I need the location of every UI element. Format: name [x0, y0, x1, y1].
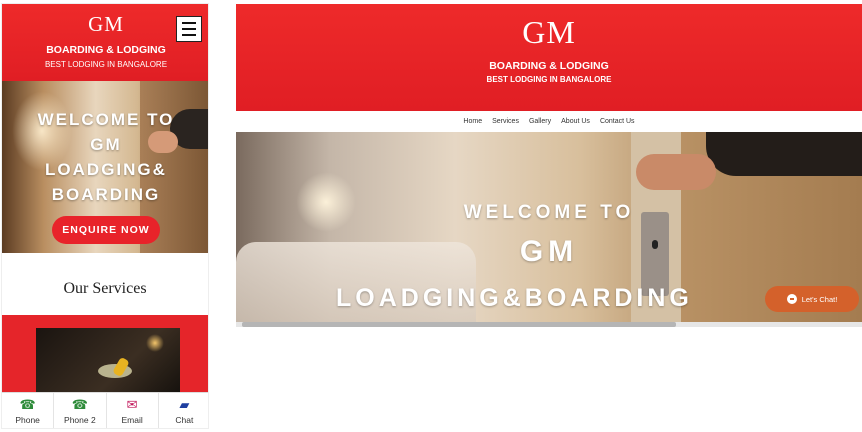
main-nav: Home Services Gallery About Us Contact U… [236, 111, 862, 132]
email-label: Email [121, 415, 143, 425]
desktop-header: GM BOARDING & LODGING BEST LODGING IN BA… [236, 4, 862, 111]
hero-line-3: LOADGING& [45, 160, 167, 179]
brand-name: BOARDING & LODGING [46, 44, 166, 56]
hero-sleeve [706, 132, 862, 176]
lets-chat-label: Let's Chat! [801, 294, 838, 304]
scrollbar-thumb[interactable] [242, 322, 676, 327]
nav-about-us[interactable]: About Us [561, 118, 590, 125]
services-title: Our Services [63, 280, 147, 297]
service-image [36, 328, 180, 395]
logo[interactable]: GM [522, 14, 576, 50]
chat-label: Chat [175, 415, 194, 425]
hero-line-1: WELCOME TO [463, 202, 635, 223]
phone-2-label: Phone 2 [64, 415, 96, 425]
hero-line-3: LOADGING&BOARDING [336, 284, 693, 312]
brand-tagline: BEST LODGING IN BANGALORE [486, 75, 612, 84]
hero-lamp-glow [12, 91, 72, 171]
phone-2-button[interactable]: ☎ Phone 2 [54, 393, 107, 428]
horizontal-scrollbar[interactable] [236, 322, 862, 327]
nav-home[interactable]: Home [463, 118, 483, 125]
desktop-view: GM BOARDING & LODGING BEST LODGING IN BA… [236, 4, 862, 327]
phone-icon: ☎ [71, 397, 88, 412]
brand-tagline: BEST LODGING IN BANGALORE [44, 60, 168, 69]
nav-contact-us[interactable]: Contact Us [599, 118, 635, 125]
mobile-view: GM BOARDING & LODGING BEST LODGING IN BA… [1, 3, 209, 429]
keyhole-icon [652, 240, 658, 249]
lets-chat-button[interactable]: Let's Chat! [765, 286, 859, 312]
enquire-now-button[interactable]: ENQUIRE NOW [52, 216, 160, 244]
logo[interactable]: GM [88, 12, 124, 36]
chat-icon: ▰ [179, 397, 190, 412]
chat-bubble-icon [786, 294, 797, 304]
phone-label: Phone [15, 415, 40, 425]
email-button[interactable]: ✉ Email [107, 393, 159, 428]
hero-door-plate [641, 212, 669, 296]
service-card[interactable] [2, 315, 208, 395]
hero-title: WELCOME TO GM LOADGING& BOARDING [2, 107, 208, 207]
phone-icon: ☎ [19, 397, 36, 412]
hero-hand [636, 154, 716, 190]
hero-lamp-glow [296, 172, 356, 232]
mobile-action-bar: ☎ Phone ☎ Phone 2 ✉ Email ▰ Chat [2, 392, 208, 428]
hero-line-1: WELCOME TO [37, 110, 175, 129]
hamburger-icon[interactable] [176, 16, 202, 42]
nav-services[interactable]: Services [492, 118, 519, 125]
mobile-hero: WELCOME TO GM LOADGING& BOARDING [2, 81, 208, 253]
hero-line-2: GM [90, 135, 122, 154]
bokeh-light [146, 334, 164, 352]
chat-button[interactable]: ▰ Chat [159, 393, 208, 428]
hero-line-4: BOARDING [51, 185, 161, 204]
phone-button[interactable]: ☎ Phone [2, 393, 55, 428]
brand-name: BOARDING & LODGING [489, 60, 609, 72]
nav-gallery[interactable]: Gallery [528, 118, 552, 125]
email-icon: ✉ [126, 397, 138, 412]
hero-hand [148, 131, 178, 153]
mobile-header: GM BOARDING & LODGING BEST LODGING IN BA… [2, 4, 208, 81]
hero-line-2: GM [519, 235, 579, 268]
hero-bed [236, 242, 476, 322]
